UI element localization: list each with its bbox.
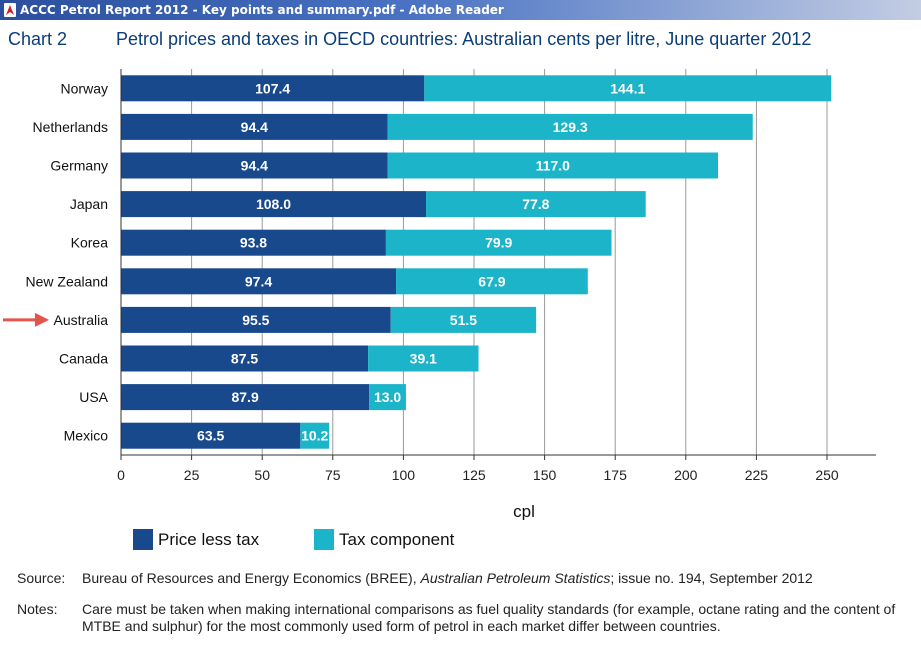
bar-germany-tax-component <box>387 152 718 179</box>
notes-label: Notes: <box>17 601 58 617</box>
bar-netherlands-tax-component <box>387 113 753 140</box>
chart-number: Chart 2 <box>8 29 68 49</box>
bar-australia-tax-component <box>390 306 537 333</box>
bar-usa-price-less-tax <box>121 384 370 411</box>
x-tick-label-25: 25 <box>184 467 200 483</box>
highlight-arrow-head <box>35 312 49 327</box>
data-label-netherlands-tax-component: 129.3 <box>553 119 588 135</box>
category-label-canada: Canada <box>59 351 108 367</box>
bar-chart: 0 25 50 75 100 125 150 175 200 225 250 cpl 107.4 144.… <box>3 69 876 520</box>
chart-title: Petrol prices and taxes in OECD countrie… <box>116 29 812 49</box>
data-label-korea-tax-component: 79.9 <box>485 235 512 251</box>
bar-norway-price-less-tax <box>121 75 425 102</box>
data-label-australia-price-less-tax: 95.5 <box>242 312 269 328</box>
bar-netherlands-price-less-tax <box>121 113 388 140</box>
bar-canada-tax-component <box>368 345 479 372</box>
bar-japan-price-less-tax <box>121 191 426 218</box>
data-label-korea-price-less-tax: 93.8 <box>240 235 267 251</box>
data-label-japan-price-less-tax: 108.0 <box>256 196 291 212</box>
bar-mexico-price-less-tax <box>121 422 301 449</box>
source-text-after: ; issue no. 194, September 2012 <box>610 570 813 586</box>
data-label-new-zealand-price-less-tax: 97.4 <box>245 273 272 289</box>
highlight-arrow-icon <box>3 312 49 327</box>
x-tick-label-200: 200 <box>674 467 698 483</box>
data-label-norway-price-less-tax: 107.4 <box>255 80 290 96</box>
bar-germany-price-less-tax <box>121 152 388 179</box>
category-label-korea: Korea <box>71 235 109 251</box>
category-label-germany: Germany <box>50 158 108 174</box>
data-label-australia-tax-component: 51.5 <box>450 312 477 328</box>
pdf-icon <box>4 3 16 17</box>
x-tick-label-50: 50 <box>254 467 270 483</box>
source-publication: Australian Petroleum Statistics <box>420 570 611 586</box>
bar-japan-tax-component <box>425 191 646 218</box>
category-label-new-zealand: New Zealand <box>26 273 109 289</box>
data-label-usa-tax-component: 13.0 <box>374 389 401 405</box>
legend-swatch-tax-component <box>314 529 334 550</box>
category-label-mexico: Mexico <box>64 428 109 444</box>
notes-text: Care must be taken when making internati… <box>82 601 896 634</box>
bar-korea-price-less-tax <box>121 229 386 256</box>
x-axis-label: cpl <box>513 502 535 520</box>
bar-new-zealand-price-less-tax <box>121 268 397 295</box>
data-label-germany-tax-component: 117.0 <box>536 158 570 174</box>
source-text: Bureau of Resources and Energy Economics… <box>82 570 917 587</box>
legend-label-price-less-tax: Price less tax <box>158 530 260 549</box>
category-label-australia: Australia <box>54 312 109 328</box>
legend-label-tax-component: Tax component <box>339 530 455 549</box>
data-label-netherlands-price-less-tax: 94.4 <box>241 119 268 135</box>
chart-bars <box>121 75 832 449</box>
data-label-mexico-tax-component: 10.2 <box>301 428 328 444</box>
window-title-bar: ACCC Petrol Report 2012 - Key points and… <box>0 0 921 20</box>
legend-swatch-price-less-tax <box>133 529 153 550</box>
category-label-japan: Japan <box>70 196 108 212</box>
bar-mexico-tax-component <box>300 422 330 449</box>
data-label-canada-tax-component: 39.1 <box>410 351 437 367</box>
x-tick-label-175: 175 <box>604 467 628 483</box>
x-tick-label-250: 250 <box>815 467 839 483</box>
category-label-netherlands: Netherlands <box>33 119 109 135</box>
category-label-norway: Norway <box>61 80 108 96</box>
x-tick-label-225: 225 <box>745 467 769 483</box>
x-tick-label-0: 0 <box>117 467 125 483</box>
bar-australia-price-less-tax <box>121 306 391 333</box>
bar-norway-tax-component <box>424 75 832 102</box>
data-label-usa-price-less-tax: 87.9 <box>231 389 258 405</box>
chart-labels: 0 25 50 75 100 125 150 175 200 225 250 cpl 107.4 144.… <box>3 80 839 520</box>
data-label-mexico-price-less-tax: 63.5 <box>197 428 224 444</box>
window-title: ACCC Petrol Report 2012 - Key points and… <box>20 3 504 17</box>
data-label-new-zealand-tax-component: 67.9 <box>478 273 505 289</box>
x-tick-label-100: 100 <box>392 467 416 483</box>
x-tick-label-75: 75 <box>325 467 341 483</box>
bar-korea-tax-component <box>385 229 612 256</box>
source-label: Source: <box>17 570 66 586</box>
source-text-before: Bureau of Resources and Energy Economics… <box>82 570 421 586</box>
chart-axes <box>120 69 876 460</box>
bar-canada-price-less-tax <box>121 345 369 372</box>
x-tick-label-150: 150 <box>533 467 557 483</box>
data-label-norway-tax-component: 144.1 <box>610 80 645 96</box>
bar-usa-tax-component <box>369 384 406 411</box>
data-label-germany-price-less-tax: 94.4 <box>241 158 268 174</box>
x-tick-label-125: 125 <box>462 467 486 483</box>
data-label-japan-tax-component: 77.8 <box>522 196 549 212</box>
data-label-canada-price-less-tax: 87.5 <box>231 351 258 367</box>
category-label-usa: USA <box>79 389 108 405</box>
bar-new-zealand-tax-component <box>396 268 588 295</box>
